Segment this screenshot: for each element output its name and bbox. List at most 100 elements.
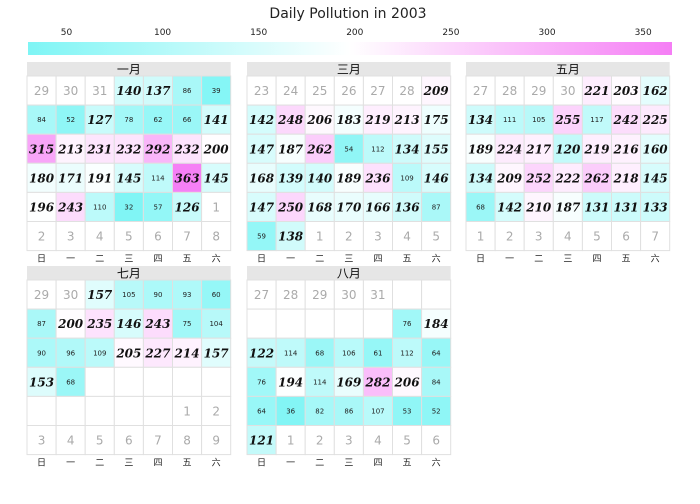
other-month-day-label: 24 — [283, 84, 298, 98]
day-cell — [142, 279, 173, 310]
day-cell — [26, 425, 57, 456]
weekday-label: 四 — [373, 459, 382, 469]
day-value-label: 64 — [257, 407, 266, 415]
other-month-day-label: 27 — [370, 84, 385, 98]
day-value-label: 224 — [496, 142, 522, 156]
day-cell — [640, 221, 671, 252]
day-cell — [55, 221, 86, 252]
day-value-label: 120 — [555, 142, 581, 156]
day-value-label: 86 — [183, 87, 192, 95]
other-month-day-label: 5 — [432, 230, 440, 244]
weekday-label: 四 — [153, 459, 162, 469]
day-cell — [246, 337, 277, 368]
day-value-label: 142 — [497, 200, 522, 214]
day-value-label: 255 — [554, 113, 580, 127]
day-value-label: 213 — [57, 142, 83, 156]
day-cell — [172, 104, 203, 135]
weekday-label: 五 — [183, 459, 192, 469]
day-value-label: 76 — [257, 378, 266, 386]
day-value-label: 153 — [29, 375, 54, 389]
day-cell — [392, 221, 423, 252]
day-value-label: 111 — [503, 116, 516, 124]
weekday-label: 五 — [183, 255, 192, 265]
other-month-day-label: 9 — [212, 434, 220, 448]
day-cell — [362, 308, 393, 339]
day-value-label: 112 — [400, 349, 413, 357]
day-value-label: 131 — [614, 200, 639, 214]
day-value-label: 86 — [344, 407, 353, 415]
day-value-label: 209 — [496, 171, 523, 185]
other-month-day-label: 3 — [67, 230, 75, 244]
day-cell — [55, 395, 86, 426]
day-value-label: 87 — [37, 320, 46, 328]
other-month-day-label: 3 — [374, 230, 382, 244]
day-value-label: 146 — [424, 171, 450, 185]
day-value-label: 200 — [57, 317, 84, 331]
other-month-day-label: 2 — [506, 230, 514, 244]
day-value-label: 57 — [153, 203, 162, 211]
day-value-label: 78 — [124, 116, 133, 124]
month-title: 三月 — [337, 63, 361, 77]
day-cell — [275, 191, 306, 222]
day-cell — [201, 425, 232, 456]
month-header-bg — [27, 62, 231, 76]
day-value-label: 87 — [432, 203, 441, 211]
weekday-label: 六 — [212, 253, 221, 265]
day-cell — [304, 308, 335, 339]
day-cell — [201, 133, 232, 164]
other-month-day-label: 31 — [370, 288, 385, 302]
day-cell — [201, 75, 232, 106]
other-month-day-label: 4 — [67, 434, 75, 448]
day-value-label: 114 — [151, 174, 165, 182]
day-value-label: 203 — [613, 84, 639, 98]
day-cell — [421, 425, 452, 456]
day-cell — [494, 75, 525, 106]
day-value-label: 170 — [336, 200, 362, 214]
day-cell — [611, 162, 642, 193]
day-value-label: 64 — [432, 349, 441, 357]
weekday-label: 日 — [257, 458, 266, 469]
day-value-label: 137 — [145, 84, 171, 98]
day-cell — [333, 162, 364, 193]
day-cell — [333, 366, 364, 397]
day-value-label: 250 — [277, 200, 304, 214]
day-value-label: 145 — [643, 171, 668, 185]
day-cell — [142, 425, 173, 456]
day-value-label: 93 — [183, 291, 192, 299]
day-value-label: 292 — [144, 142, 170, 156]
day-value-label: 157 — [204, 346, 230, 360]
day-value-label: 110 — [93, 203, 106, 211]
day-value-label: 175 — [424, 113, 449, 127]
day-cell — [333, 395, 364, 426]
weekday-label: 四 — [592, 255, 601, 265]
weekday-label: 三 — [344, 459, 353, 469]
other-month-day-label: 3 — [535, 230, 543, 244]
month-header-bg — [27, 266, 231, 280]
month-title: 七月 — [117, 267, 141, 281]
day-value-label: 205 — [115, 346, 141, 360]
day-cell — [611, 75, 642, 106]
day-value-label: 147 — [249, 200, 275, 214]
day-value-label: 126 — [175, 200, 201, 214]
other-month-day-label: 2 — [38, 230, 46, 244]
day-cell — [26, 191, 57, 222]
day-cell — [201, 104, 232, 135]
day-cell — [523, 221, 554, 252]
day-cell — [142, 395, 173, 426]
day-cell — [84, 366, 115, 397]
other-month-day-label: 7 — [154, 434, 162, 448]
day-value-label: 68 — [66, 378, 75, 386]
day-value-label: 145 — [116, 171, 141, 185]
day-value-label: 142 — [249, 113, 274, 127]
day-cell — [246, 221, 277, 252]
day-value-label: 134 — [395, 142, 420, 156]
day-value-label: 68 — [315, 349, 324, 357]
day-cell — [333, 104, 364, 135]
day-cell — [640, 191, 671, 222]
weekday-label: 日 — [257, 254, 266, 265]
month-title: 一月 — [117, 63, 141, 77]
other-month-day-label: 23 — [254, 84, 269, 98]
